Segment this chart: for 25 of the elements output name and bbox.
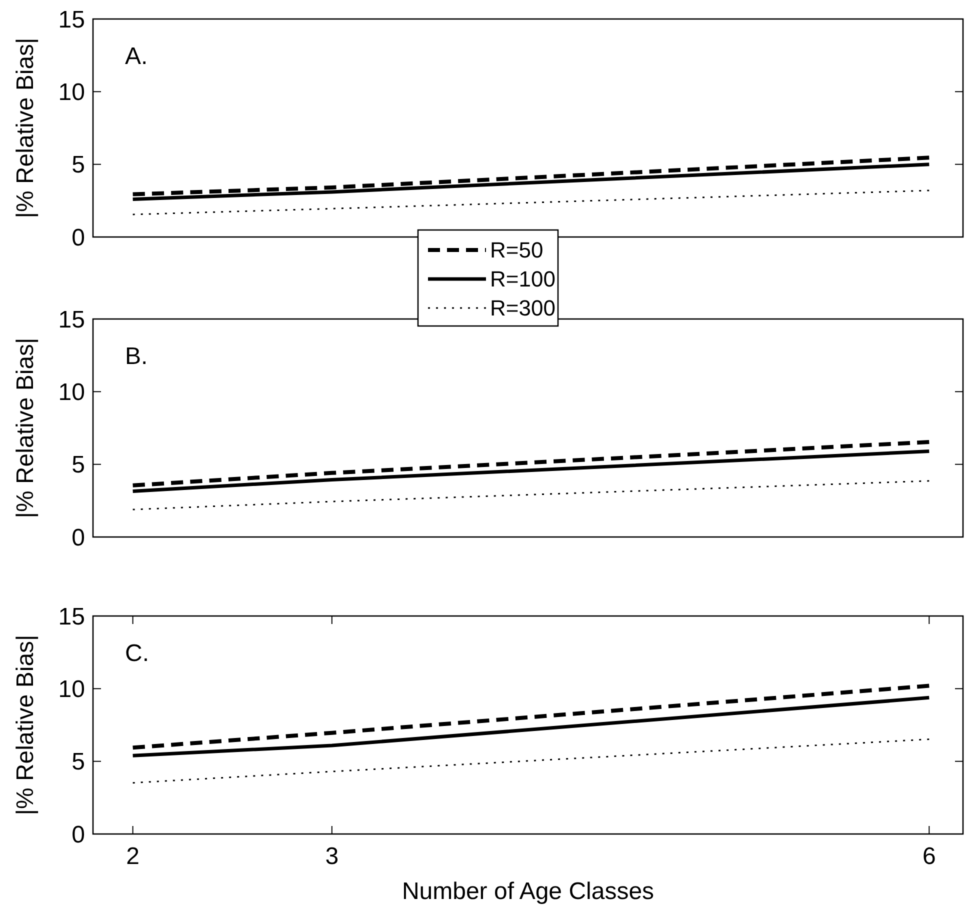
x-axis-title: Number of Age Classes <box>402 878 654 905</box>
y-tick-label: 5 <box>72 452 85 479</box>
x-tick-label: 2 <box>126 843 140 870</box>
y-axis-title: |% Relative Bias| <box>12 338 39 518</box>
y-tick-label: 5 <box>72 152 85 179</box>
y-tick-label: 0 <box>72 524 85 552</box>
annotation: A. <box>125 43 148 70</box>
x-tick-label: 3 <box>325 843 339 870</box>
y-tick-label: 15 <box>58 6 85 34</box>
y-axis-title: |% Relative Bias| <box>12 38 39 218</box>
y-tick-label: 10 <box>58 379 85 406</box>
legend-label: R=50 <box>490 238 544 263</box>
y-tick-label: 5 <box>72 748 85 776</box>
y-tick-label: 0 <box>72 821 85 848</box>
x-tick-label: 6 <box>922 843 936 870</box>
y-tick-label: 10 <box>58 676 85 704</box>
y-tick-label: 15 <box>58 306 85 334</box>
legend-label: R=100 <box>490 266 556 292</box>
annotation: B. <box>125 343 148 370</box>
y-tick-label: 15 <box>58 603 85 630</box>
y-axis-title: |% Relative Bias| <box>12 634 39 816</box>
annotation: C. <box>125 640 149 667</box>
legend-label: R=300 <box>490 296 556 321</box>
y-tick-label: 0 <box>72 224 85 252</box>
y-tick-label: 10 <box>58 79 85 106</box>
